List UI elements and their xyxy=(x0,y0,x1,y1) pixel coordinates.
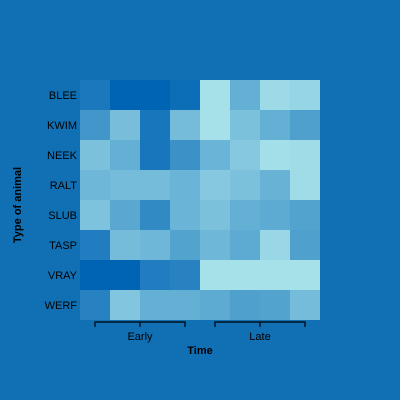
x-group-label: Early xyxy=(127,331,153,343)
heatmap-cell xyxy=(80,290,110,320)
y-tick-label: NEEK xyxy=(47,150,78,162)
heatmap-cell xyxy=(170,260,200,290)
heatmap-cell xyxy=(260,200,290,230)
y-tick-label: BLEE xyxy=(49,90,77,102)
heatmap-cell xyxy=(200,140,230,170)
heatmap-cell xyxy=(260,110,290,140)
heatmap-cell xyxy=(290,260,320,290)
y-tick-label: KWIM xyxy=(47,120,77,132)
y-tick-label: WERF xyxy=(45,300,78,312)
heatmap-cell xyxy=(110,230,140,260)
heatmap-cell xyxy=(170,230,200,260)
heatmap-cell xyxy=(290,290,320,320)
heatmap-cell xyxy=(80,200,110,230)
heatmap-cell xyxy=(170,80,200,110)
y-tick-labels: BLEE KWIM NEEK RALT SLUB TASP VRAY WERF xyxy=(45,90,78,312)
heatmap-cell xyxy=(170,170,200,200)
heatmap-cell xyxy=(110,170,140,200)
heatmap-cell xyxy=(290,110,320,140)
heatmap-cell xyxy=(80,140,110,170)
heatmap-cell xyxy=(230,230,260,260)
y-tick-label: TASP xyxy=(49,240,77,252)
heatmap-cell xyxy=(80,230,110,260)
y-tick-label: SLUB xyxy=(48,210,77,222)
heatmap-cell xyxy=(200,260,230,290)
heatmap-cell xyxy=(230,110,260,140)
heatmap-cell xyxy=(140,290,170,320)
heatmap-cell xyxy=(140,80,170,110)
heatmap-cell xyxy=(200,290,230,320)
heatmap-cell xyxy=(260,260,290,290)
heatmap-cell xyxy=(200,110,230,140)
heatmap-cell xyxy=(170,140,200,170)
heatmap-cell xyxy=(170,200,200,230)
x-group-label: Late xyxy=(249,331,270,343)
heatmap-cell xyxy=(80,260,110,290)
heatmap-cell xyxy=(260,230,290,260)
heatmap-cell xyxy=(140,200,170,230)
y-axis-title: Type of animal xyxy=(12,167,24,243)
heatmap-cell xyxy=(140,260,170,290)
y-tick-label: VRAY xyxy=(48,270,78,282)
x-axis-title: Time xyxy=(187,345,212,357)
heatmap-cell xyxy=(80,80,110,110)
y-tick-label: RALT xyxy=(50,180,78,192)
heatmap-cell xyxy=(290,140,320,170)
heatmap-cell xyxy=(110,110,140,140)
heatmap-cell xyxy=(110,260,140,290)
heatmap-cell xyxy=(140,140,170,170)
heatmap-cell xyxy=(200,80,230,110)
heatmap-cell xyxy=(80,110,110,140)
heatmap-cell xyxy=(80,170,110,200)
heatmap-cell xyxy=(110,80,140,110)
heatmap-cell xyxy=(230,140,260,170)
heatmap-cells xyxy=(80,80,320,320)
heatmap-cell xyxy=(260,290,290,320)
heatmap-cell xyxy=(200,200,230,230)
heatmap-cell xyxy=(290,230,320,260)
heatmap-cell xyxy=(260,170,290,200)
heatmap-cell xyxy=(140,170,170,200)
heatmap-cell xyxy=(230,260,260,290)
heatmap-cell xyxy=(230,80,260,110)
x-axis-groups: Early Late xyxy=(94,321,306,343)
heatmap-cell xyxy=(170,290,200,320)
heatmap-cell xyxy=(260,80,290,110)
heatmap-cell xyxy=(200,230,230,260)
heatmap-cell xyxy=(170,110,200,140)
heatmap-cell xyxy=(110,290,140,320)
heatmap-cell xyxy=(110,200,140,230)
heatmap-cell xyxy=(230,200,260,230)
heatmap-cell xyxy=(290,200,320,230)
heatmap-cell xyxy=(290,80,320,110)
heatmap-cell xyxy=(290,170,320,200)
heatmap-cell xyxy=(140,110,170,140)
heatmap-cell xyxy=(200,170,230,200)
heatmap-cell xyxy=(140,230,170,260)
heatmap-cell xyxy=(230,290,260,320)
heatmap-cell xyxy=(110,140,140,170)
heatmap-cell xyxy=(230,170,260,200)
heatmap-cell xyxy=(260,140,290,170)
